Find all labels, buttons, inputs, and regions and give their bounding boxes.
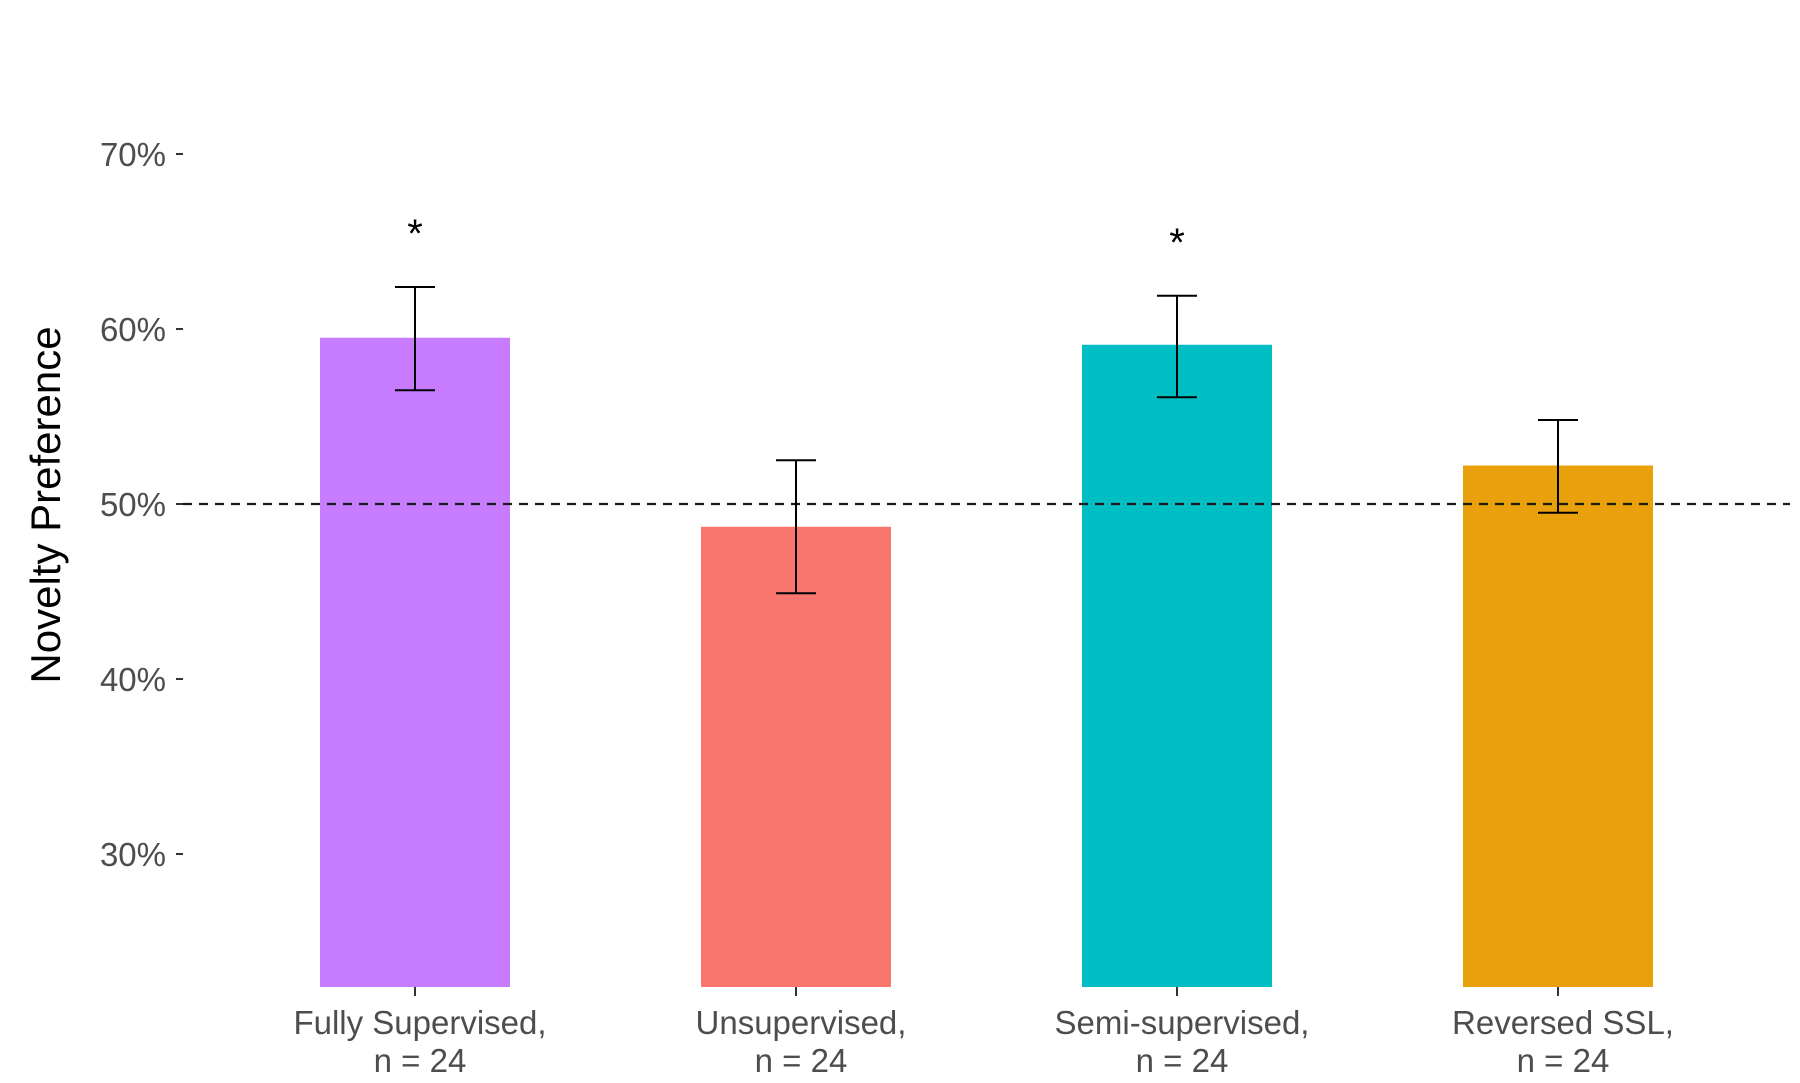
y-tick-label: 50% (100, 486, 166, 523)
error-bar (776, 459, 816, 595)
error-bar (1538, 419, 1578, 514)
x-tick-label: n = 24 (755, 1042, 848, 1079)
bar (701, 526, 891, 987)
significance-marker: * (1169, 221, 1185, 265)
y-tick-label: 60% (100, 311, 166, 348)
error-bar (395, 286, 435, 392)
y-axis: 30% 40% 50% 60% 70% (100, 136, 183, 873)
x-tick-label: Fully Supervised, (293, 1004, 546, 1041)
bar (320, 337, 510, 987)
error-bar (1157, 294, 1197, 399)
error-bars (395, 286, 1578, 595)
x-tick-label: n = 24 (374, 1042, 467, 1079)
y-tick-label: 30% (100, 836, 166, 873)
y-axis-title: Novelty Preference (22, 326, 69, 683)
x-tick-label: Unsupervised, (696, 1004, 907, 1041)
x-tick-label: n = 24 (1517, 1042, 1610, 1079)
bars (320, 337, 1653, 987)
x-tick-label: Semi-supervised, (1055, 1004, 1310, 1041)
bar (1463, 465, 1653, 987)
bar (1082, 344, 1272, 987)
x-tick-label: Reversed SSL, (1452, 1004, 1674, 1041)
y-tick-label: 40% (100, 661, 166, 698)
significance-labels: * * (407, 212, 1185, 265)
significance-marker: * (407, 212, 423, 256)
y-tick-label: 70% (100, 136, 166, 173)
x-tick-label: n = 24 (1136, 1042, 1229, 1079)
